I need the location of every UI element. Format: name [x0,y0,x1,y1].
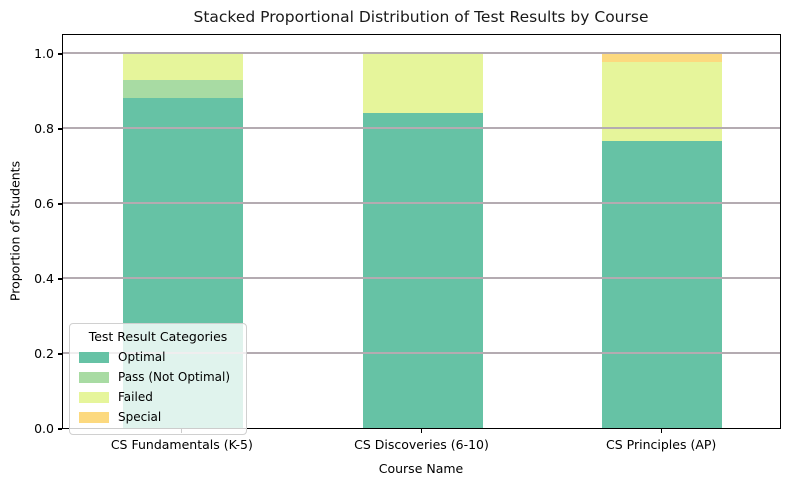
legend-item: Failed [79,387,237,407]
y-tick-label: 0.2 [34,346,54,361]
legend-item: Optimal [79,347,237,367]
x-tick-mark [420,429,423,433]
legend-item: Pass (Not Optimal) [79,367,237,387]
y-tick-mark [58,128,62,130]
legend-item-label: Optimal [118,350,166,364]
x-axis-label: Course Name [378,461,464,476]
legend-item: Special [79,407,237,427]
x-tick-label: CS Discoveries (6-10) [354,437,489,452]
legend-swatch-icon [79,391,109,403]
bar-segment-optimal [602,141,723,428]
bar-segment-failed [602,62,723,142]
y-tick-mark [58,203,62,205]
y-tick-label: 1.0 [34,46,54,61]
legend-item-label: Pass (Not Optimal) [118,370,231,384]
y-tick-mark [58,428,62,430]
y-tick-mark [58,353,62,355]
x-tick-label: CS Fundamentals (K-5) [110,437,253,452]
legend-items: Optimal Pass (Not Optimal) Failed Special [79,347,237,427]
x-tick-mark [660,429,662,433]
y-tick-mark [58,278,62,280]
bar-segment-failed [122,53,243,80]
y-gridline [63,277,780,279]
legend-swatch-icon [79,351,109,363]
legend-swatch-icon [79,411,109,423]
chart-title: Stacked Proportional Distribution of Tes… [193,8,649,26]
y-tick-label: 0.8 [34,121,54,136]
y-tick-mark [58,53,62,55]
bar-segment-special [602,53,723,63]
y-gridline [63,52,780,54]
y-tick-label: 0.6 [34,196,54,211]
y-tick-label: 0.0 [34,421,54,436]
bar-segment-optimal [362,113,483,428]
bar-segment-pass-not-optimal- [122,80,243,98]
bar-segment-failed [362,53,483,113]
legend-item-label: Failed [118,390,153,404]
stacked-bar [602,53,723,428]
x-tick-label: CS Principles (AP) [606,437,717,452]
y-tick-label: 0.4 [34,271,54,286]
plot-area: Test Result Categories Optimal Pass (Not … [62,34,781,435]
legend-swatch-icon [79,371,109,383]
legend-item-label: Special [118,410,162,424]
legend: Test Result Categories Optimal Pass (Not … [69,323,247,435]
y-gridline [63,352,780,354]
stacked-bar [362,53,483,428]
y-gridline [63,202,780,204]
legend-title: Test Result Categories [88,329,228,344]
y-gridline [63,127,780,129]
